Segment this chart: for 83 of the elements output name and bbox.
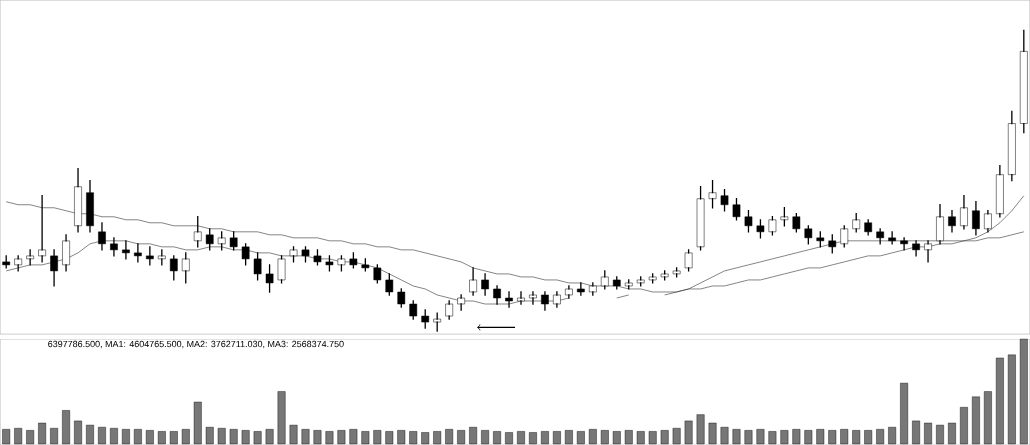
candlestick	[912, 240, 920, 257]
candlestick	[74, 167, 82, 233]
candlestick	[924, 240, 932, 263]
candlestick	[2, 255, 11, 269]
candlestick	[14, 255, 23, 272]
candlestick	[768, 216, 777, 236]
candlestick	[122, 240, 130, 260]
candlestick	[457, 294, 465, 311]
candlestick	[241, 243, 250, 266]
candlestick	[948, 209, 956, 233]
candlestick	[684, 249, 693, 272]
candlestick	[600, 270, 609, 290]
candlestick	[50, 249, 58, 287]
candlestick	[852, 212, 861, 233]
candlestick	[804, 225, 813, 245]
candlestick	[349, 252, 358, 269]
candlestick	[816, 231, 825, 248]
candlestick	[828, 234, 837, 254]
candlestick	[624, 279, 633, 290]
candlestick	[900, 237, 908, 251]
candlestick	[361, 258, 370, 272]
candlestick	[38, 194, 46, 263]
candlestick	[696, 185, 705, 251]
candlestick	[505, 291, 513, 308]
candlestick	[253, 252, 262, 281]
candlestick	[876, 228, 884, 245]
candlestick	[541, 291, 549, 311]
candlestick	[840, 225, 849, 248]
candlestick	[469, 267, 477, 296]
candlestick	[146, 246, 154, 266]
candlestick	[433, 312, 442, 332]
candlestick	[181, 252, 190, 284]
candlestick	[864, 219, 873, 236]
candlestick	[193, 216, 202, 248]
candlestick	[397, 288, 406, 308]
candlestick	[972, 200, 980, 236]
candlestick	[660, 270, 669, 281]
candlestick	[289, 246, 298, 263]
candlestick	[732, 197, 741, 221]
candlestick	[553, 291, 561, 308]
candlestick	[86, 179, 94, 233]
candlestick	[984, 209, 992, 233]
candlestick	[612, 276, 621, 290]
candlestick	[481, 273, 489, 296]
candlestick	[98, 222, 106, 251]
candlestick	[517, 291, 525, 305]
candlestick	[373, 264, 382, 284]
candlestick	[565, 285, 573, 299]
candlestick	[301, 246, 310, 263]
annotation: 6397786.500, MA1: 4604765.500, MA2: 3762711.030, MA3: 2568374.750	[48, 340, 344, 349]
candlestick	[62, 234, 70, 272]
candlestick	[445, 300, 453, 320]
candlestick	[385, 273, 394, 296]
candlestick	[229, 231, 238, 251]
candlestick	[960, 194, 968, 230]
candlestick	[577, 282, 585, 296]
candlestick	[409, 300, 418, 320]
candlestick	[529, 291, 537, 305]
candlestick	[588, 282, 597, 296]
candlestick	[277, 255, 286, 284]
candlestick	[996, 164, 1004, 218]
candlestick	[636, 276, 645, 287]
candlestick	[648, 273, 657, 284]
candlestick	[1008, 110, 1016, 182]
candlestick	[26, 249, 34, 266]
candlestick	[205, 228, 214, 251]
candlestick	[265, 264, 274, 293]
candlestick	[1019, 29, 1028, 134]
candlestick	[672, 267, 681, 278]
candlestick	[936, 203, 944, 245]
candlestick	[157, 249, 166, 266]
candlestick	[110, 237, 118, 257]
candlestick	[169, 255, 178, 281]
candlestick	[792, 212, 801, 233]
candlestick	[708, 179, 717, 209]
candlestick	[134, 243, 142, 263]
candlestick	[421, 309, 430, 329]
candlestick	[313, 249, 322, 266]
candlestick	[325, 255, 334, 272]
candlestick	[337, 255, 346, 272]
candlestick	[888, 231, 896, 245]
candlestick	[217, 231, 226, 251]
candlestick	[493, 285, 501, 305]
